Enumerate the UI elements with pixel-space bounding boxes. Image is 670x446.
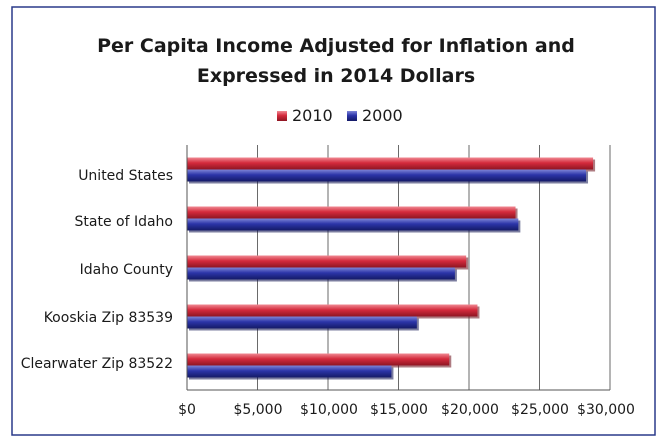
- axes: [186, 145, 610, 391]
- legend-swatch-2000: [347, 111, 357, 121]
- bar-united-states-2000: [187, 169, 587, 182]
- bar-clearwater-zip-83522-2000: [187, 365, 392, 378]
- x-tick-label-20000: $20,000: [441, 402, 499, 418]
- x-tick-labels: $0 $5,000 $10,000 $15,000 $20,000 $25,00…: [178, 402, 635, 418]
- x-tick-label-15000: $15,000: [370, 402, 428, 418]
- legend-label-2010: 2010: [292, 106, 333, 125]
- bar-idaho-county-2000: [187, 267, 455, 280]
- category-label-idaho-county: Idaho County: [80, 262, 173, 278]
- bar-idaho-county-2010: [187, 255, 467, 268]
- legend-swatch-2010: [277, 111, 287, 121]
- x-tick-label-30000: $30,000: [577, 402, 635, 418]
- bar-kooskia-zip-83539-2000: [187, 316, 417, 329]
- bar-kooskia-zip-83539-2010: [187, 304, 478, 317]
- x-tick-label-5000: $5,000: [234, 402, 283, 418]
- bars: [187, 157, 596, 380]
- legend: 2010 2000: [277, 106, 403, 125]
- chart-title-line-1: Per Capita Income Adjusted for Inflation…: [97, 35, 575, 57]
- category-label-kooskia-zip: Kooskia Zip 83539: [44, 310, 173, 326]
- chart-title-line-2: Expressed in 2014 Dollars: [197, 65, 475, 87]
- x-tick-label-25000: $25,000: [511, 402, 569, 418]
- bar-state-of-idaho-2010: [187, 206, 516, 219]
- legend-label-2000: 2000: [362, 106, 403, 125]
- category-label-state-of-idaho: State of Idaho: [75, 214, 174, 230]
- bar-united-states-2010: [187, 157, 594, 170]
- category-label-clearwater-zip: Clearwater Zip 83522: [21, 356, 173, 372]
- x-tick-label-0: $0: [178, 402, 196, 418]
- category-label-united-states: United States: [78, 168, 173, 184]
- category-labels: United States State of Idaho Idaho Count…: [21, 168, 173, 372]
- bar-clearwater-zip-83522-2010: [187, 353, 450, 366]
- x-tick-label-10000: $10,000: [300, 402, 358, 418]
- bar-state-of-idaho-2000: [187, 218, 519, 231]
